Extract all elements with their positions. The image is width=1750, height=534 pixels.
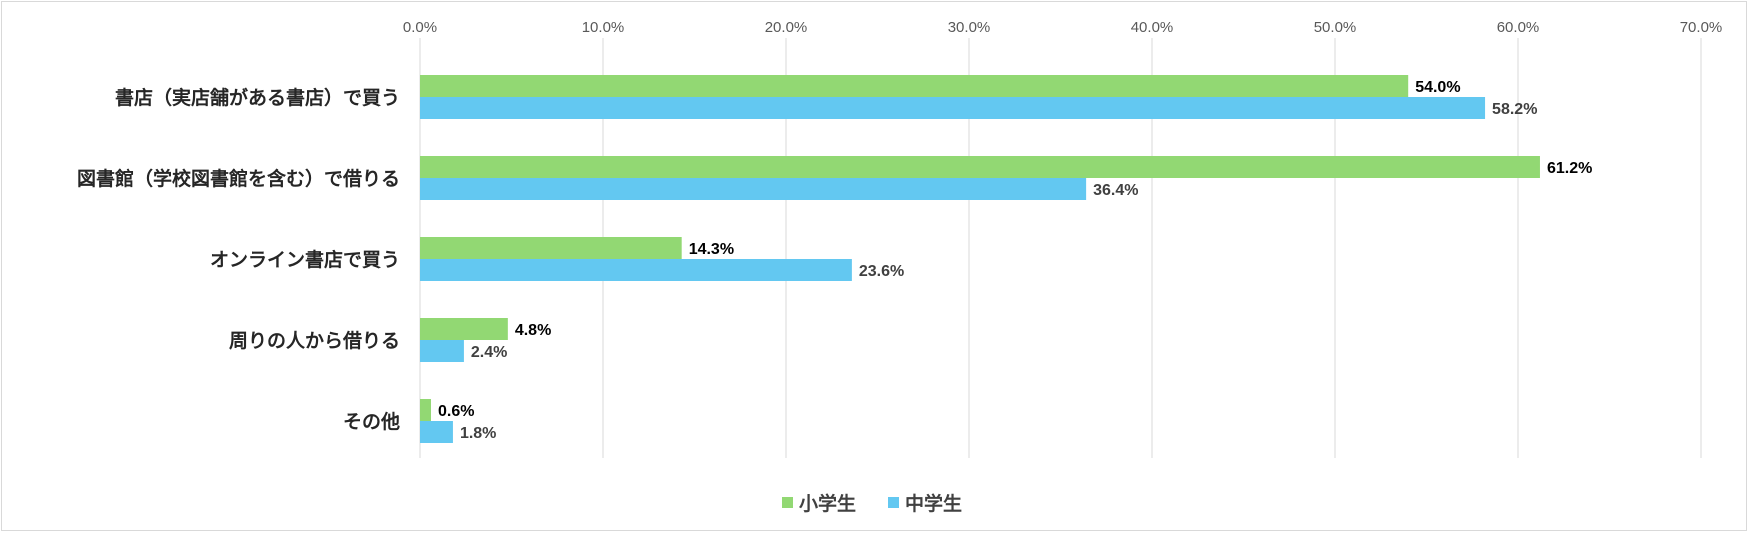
category-label: その他 xyxy=(343,410,400,433)
x-tick-label: 70.0% xyxy=(1680,19,1723,36)
data-labels: 54.0% 61.2% 14.3% 4.8% 0.6% 58.2% 36.4% 23.6% 2.… xyxy=(438,79,1592,442)
legend-swatch xyxy=(782,497,793,508)
bar-series-a xyxy=(420,318,508,340)
data-label: 61.2% xyxy=(1547,160,1592,177)
category-label: オンライン書店で買う xyxy=(210,248,400,271)
data-label: 23.6% xyxy=(859,263,904,280)
bars xyxy=(420,75,1540,443)
bar-series-b xyxy=(420,421,453,443)
bar-series-a xyxy=(420,399,431,421)
data-label: 4.8% xyxy=(515,322,551,339)
x-axis-ticks: 0.0% 10.0% 20.0% 30.0% 40.0% 50.0% 60.0% 70.0% xyxy=(403,19,1722,36)
x-tick-label: 30.0% xyxy=(948,19,991,36)
category-label: 書店（実店舗がある書店）で買う xyxy=(115,86,400,109)
category-labels: 書店（実店舗がある書店）で買う図書館（学校図書館を含む）で借りるオンライン書店で… xyxy=(77,86,400,433)
data-label: 1.8% xyxy=(460,425,496,442)
x-tick-label: 50.0% xyxy=(1314,19,1357,36)
bar-series-b xyxy=(420,259,852,281)
x-tick-label: 60.0% xyxy=(1497,19,1540,36)
legend-label: 小学生 xyxy=(799,492,856,515)
x-tick-label: 0.0% xyxy=(403,19,437,36)
bar-series-b xyxy=(420,97,1486,119)
legend: 小学生 中学生 xyxy=(782,492,962,515)
x-tick-label: 10.0% xyxy=(582,19,625,36)
bar-series-a xyxy=(420,75,1409,97)
data-label: 36.4% xyxy=(1093,182,1138,199)
category-label: 周りの人から借りる xyxy=(229,329,400,352)
bar-series-a xyxy=(420,237,682,259)
x-tick-label: 20.0% xyxy=(765,19,808,36)
data-label: 0.6% xyxy=(438,403,474,420)
data-label: 2.4% xyxy=(471,344,507,361)
legend-swatch xyxy=(888,497,899,508)
legend-label: 中学生 xyxy=(905,492,962,515)
bar-series-a xyxy=(420,156,1540,178)
data-label: 54.0% xyxy=(1415,79,1460,96)
x-tick-label: 40.0% xyxy=(1131,19,1174,36)
category-label: 図書館（学校図書館を含む）で借りる xyxy=(77,167,400,190)
bar-series-b xyxy=(420,178,1087,200)
data-label: 14.3% xyxy=(689,241,734,258)
bar-series-b xyxy=(420,340,464,362)
data-label: 58.2% xyxy=(1492,101,1537,118)
